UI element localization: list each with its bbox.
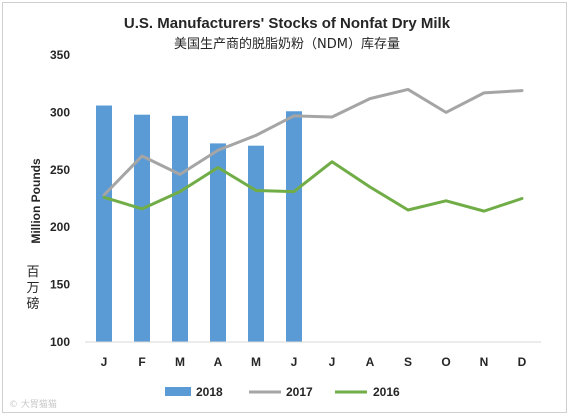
x-tick-label: J xyxy=(291,355,298,369)
y-tick-label: 300 xyxy=(50,105,70,119)
bar-2018 xyxy=(210,143,226,342)
legend: 2018 2017 2016 xyxy=(165,385,400,399)
y-axis-label-cn-2: 万 xyxy=(26,281,39,296)
line-series xyxy=(102,87,524,213)
y-tick-label: 200 xyxy=(50,220,70,234)
bar-2018 xyxy=(96,105,112,343)
chart-frame: U.S. Manufacturers' Stocks of Nonfat Dry… xyxy=(2,2,567,413)
x-tick-label: F xyxy=(138,355,145,369)
chart-title: U.S. Manufacturers' Stocks of Nonfat Dry… xyxy=(124,15,451,32)
legend-label-2016: 2016 xyxy=(373,385,400,399)
watermark: © 大胃猫猫 xyxy=(9,398,57,410)
y-axis-label-cn-1: 百 xyxy=(26,265,39,280)
x-tick-label: O xyxy=(441,355,450,369)
bar-2018 xyxy=(134,114,150,342)
x-tick-label: A xyxy=(366,355,375,369)
x-tick-label: J xyxy=(329,355,336,369)
y-tick-label: 100 xyxy=(50,335,70,349)
chart-subtitle: 美国生产商的脱脂奶粉（NDM）库存量 xyxy=(174,36,400,52)
x-tick-label: D xyxy=(518,355,527,369)
bar-series-2018 xyxy=(96,105,302,343)
y-tick-label: 350 xyxy=(50,48,70,62)
legend-label-2018: 2018 xyxy=(196,385,223,399)
x-tick-label: J xyxy=(101,355,108,369)
bar-2018 xyxy=(172,115,188,343)
y-tick-label: 150 xyxy=(50,278,70,292)
x-tick-label: M xyxy=(175,355,185,369)
x-tick-label: N xyxy=(480,355,489,369)
legend-swatch-2018 xyxy=(165,387,191,396)
x-tick-label: M xyxy=(251,355,261,369)
chart-canvas: U.S. Manufacturers' Stocks of Nonfat Dry… xyxy=(9,15,541,410)
x-tick-label: S xyxy=(404,355,412,369)
legend-label-2017: 2017 xyxy=(286,385,313,399)
y-axis-ticks: 100 150 200 250 300 350 xyxy=(50,48,70,349)
line-2017 xyxy=(102,87,524,197)
y-axis-label-cn-3: 磅 xyxy=(26,296,39,312)
bar-2018 xyxy=(248,145,264,342)
bar-2018 xyxy=(286,111,302,342)
y-axis-label: Million Pounds xyxy=(29,158,43,244)
x-tick-label: A xyxy=(214,355,223,369)
line-2016 xyxy=(102,160,524,213)
y-tick-label: 250 xyxy=(50,163,70,177)
